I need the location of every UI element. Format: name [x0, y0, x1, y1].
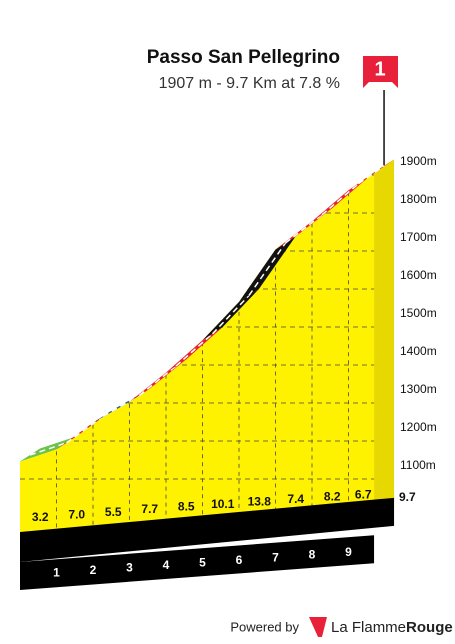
gradient-label: 3.2	[32, 510, 49, 524]
y-tick-label: 1100m	[400, 458, 436, 472]
gradient-label: 10.1	[211, 497, 235, 511]
road-centerline	[321, 183, 359, 216]
y-tick-label: 1900m	[400, 154, 437, 168]
x-tick-label: 9.7	[399, 490, 416, 504]
y-tick-label: 1600m	[400, 268, 437, 282]
y-tick-label: 1500m	[400, 306, 437, 320]
y-tick-label: 1300m	[400, 382, 437, 396]
gradient-label: 8.5	[178, 500, 195, 514]
road-segment	[202, 288, 259, 341]
x-tick-label: 9	[345, 545, 352, 559]
y-tick-label: 1800m	[400, 192, 437, 206]
y-tick-label: 1700m	[400, 230, 437, 244]
y-tick-label: 1200m	[400, 420, 437, 434]
wall	[20, 172, 375, 532]
x-tick-label: 7	[272, 550, 279, 564]
gradient-label: 7.0	[68, 507, 85, 521]
gradient-label: 5.5	[105, 505, 122, 519]
gradient-label: 6.7	[355, 487, 372, 501]
road-centerline	[248, 242, 287, 296]
base-front	[20, 535, 375, 590]
road-centerline	[139, 365, 177, 396]
side-face	[374, 159, 395, 508]
road-centerline	[358, 165, 385, 185]
logo-icon	[309, 617, 327, 637]
flag-label: 1	[374, 58, 385, 80]
road-centerline	[29, 442, 67, 456]
gradient-label: 7.4	[287, 492, 304, 506]
y-tick-label: 1400m	[400, 344, 437, 358]
brand-light: La Flamme	[331, 619, 406, 636]
gradient-label: 13.8	[248, 495, 272, 509]
chart-title: Passo San Pellegrino	[147, 47, 340, 68]
road-centerline	[66, 415, 104, 444]
road-segment	[20, 436, 77, 462]
base-band	[20, 497, 395, 562]
road-centerline	[175, 333, 213, 367]
x-tick-label: 2	[90, 563, 97, 577]
chart-subtitle: 1907 m - 9.7 Km at 7.8 %	[159, 75, 340, 92]
road-centerline	[285, 214, 323, 244]
x-tick-label: 1	[53, 566, 60, 580]
x-tick-label: 8	[309, 548, 316, 562]
grid	[20, 174, 375, 530]
footer-powered: Powered by	[230, 619, 299, 634]
brand-bold: Rouge	[406, 619, 453, 636]
x-tick-label: 6	[236, 553, 243, 567]
gradient-label: 7.7	[141, 502, 158, 516]
gradient-label: 8.2	[324, 489, 341, 503]
x-tick-label: 4	[163, 558, 170, 572]
flag	[363, 56, 398, 88]
x-tick-label: 3	[126, 561, 133, 575]
road-centerline	[211, 294, 250, 335]
plot: 1100m 1200m 1300m 1400m 1500m 1600m 1700m 1800m…	[20, 56, 437, 590]
footer-brand: La FlammeRouge	[331, 619, 453, 636]
x-tick-label: 5	[199, 555, 206, 569]
